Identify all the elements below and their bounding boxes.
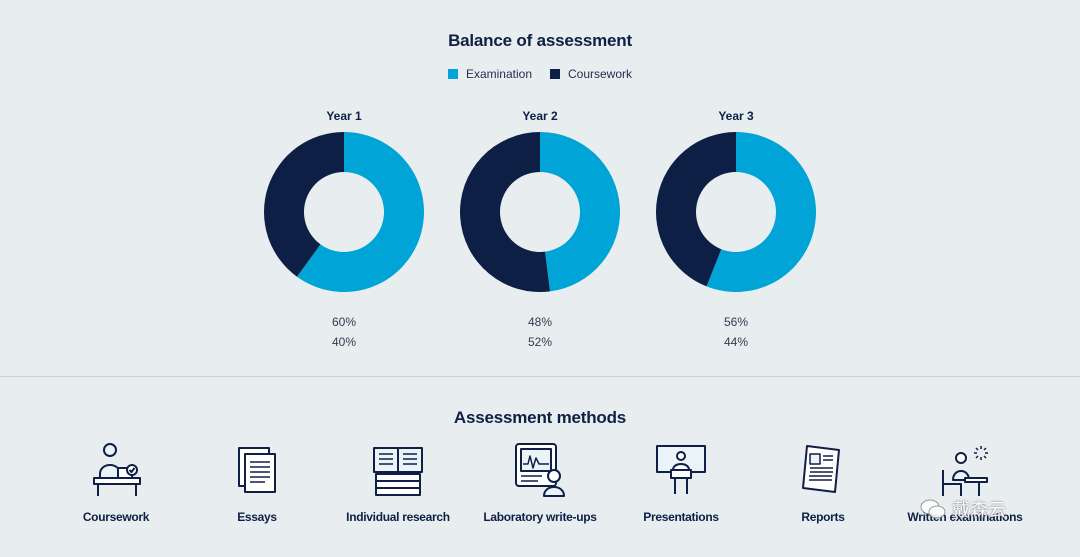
methods-title: Assessment methods (453, 408, 627, 427)
legend-label-coursework: Coursework (568, 67, 633, 81)
assessment-methods: Coursework Essays Individual research (0, 440, 1080, 540)
donut-svg (264, 132, 424, 292)
examination-percent: 48% (527, 315, 553, 329)
balance-title: Balance of assessment (448, 31, 632, 50)
chart-title: Year 2 (522, 109, 558, 123)
research-icon (373, 447, 423, 496)
section-divider (0, 376, 1080, 377)
legend-item-examination: Examination (447, 67, 532, 81)
method-presentations: Presentations (611, 440, 751, 524)
method-label: Presentations (643, 510, 719, 524)
chart-legend: Examination Coursework (0, 67, 1080, 81)
method-reports: Reports (753, 440, 893, 524)
chart-title: Year 3 (718, 109, 754, 123)
coursework-icon (93, 443, 141, 496)
watermark: 戴森云 (920, 494, 1070, 524)
method-label: Laboratory write-ups (483, 510, 597, 524)
wechat-icon (920, 499, 946, 519)
coursework-percent: 44% (723, 335, 749, 349)
method-label: Essays (237, 510, 277, 524)
legend-swatch-coursework (550, 69, 560, 79)
legend-label-examination: Examination (465, 67, 532, 81)
donut-slice-examination (296, 132, 424, 292)
presentation-icon (656, 445, 706, 494)
laboratory-icon (515, 443, 565, 497)
examination-percent: 60% (331, 315, 357, 329)
donut-slice-examination (540, 132, 620, 292)
donut-chart-year-3: Year 3 56% 44% (651, 108, 821, 352)
reports-icon (802, 445, 840, 493)
coursework-percent: 52% (527, 335, 553, 349)
method-label: Coursework (82, 510, 150, 524)
coursework-percent: 40% (331, 335, 357, 349)
chart-title: Year 1 (326, 109, 362, 123)
method-label: Individual research (346, 510, 450, 524)
donut-svg (460, 132, 620, 292)
method-label: Reports (801, 510, 845, 524)
examination-percent: 56% (723, 315, 749, 329)
donut-slice-examination (706, 132, 816, 292)
donut-slice-coursework (264, 132, 344, 277)
donut-chart-year-2: Year 2 48% 52% (455, 108, 625, 352)
legend-swatch-examination (447, 69, 458, 79)
method-coursework: Coursework (46, 440, 186, 524)
donut-svg (656, 132, 816, 292)
legend-item-coursework: Coursework (550, 67, 632, 81)
exam-icon (942, 446, 988, 496)
essays-icon (238, 447, 276, 493)
method-individual-research: Individual research (328, 440, 468, 524)
method-laboratory-write-ups: Laboratory write-ups (470, 440, 610, 524)
donut-chart-year-1: Year 1 60% 40% (259, 108, 429, 352)
method-essays: Essays (187, 440, 327, 524)
donut-slice-coursework (656, 132, 736, 287)
donut-slice-coursework (460, 132, 551, 292)
watermark-text: 戴森云 (952, 500, 1006, 520)
